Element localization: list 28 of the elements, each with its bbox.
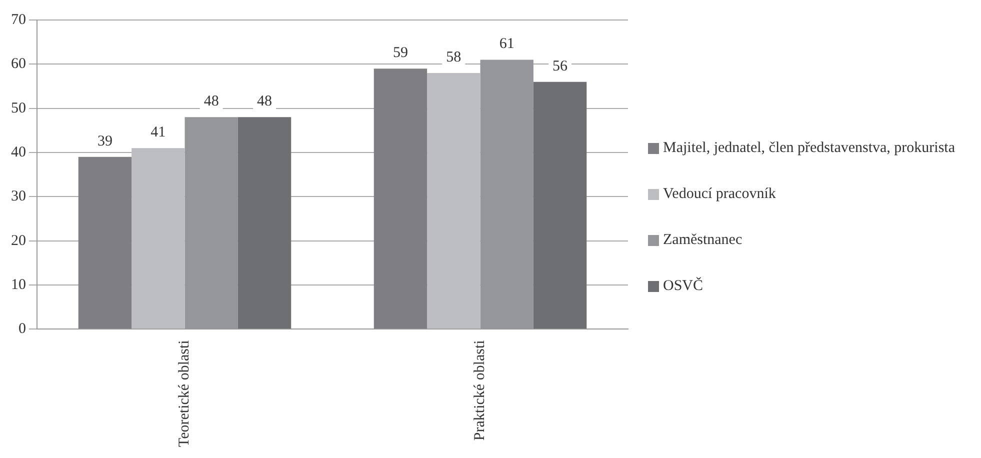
bar <box>533 82 587 329</box>
bar <box>374 68 428 329</box>
x-tick-label: Teoretické oblasti <box>176 340 193 448</box>
y-tick-label: 40 <box>11 144 26 160</box>
y-tick-label: 60 <box>11 56 26 72</box>
bar <box>427 73 480 329</box>
data-label: 48 <box>204 94 219 110</box>
data-label: 58 <box>446 49 462 66</box>
x-tick-label: Praktické oblasti <box>472 340 488 441</box>
legend-label: Majitel, jednatel, člen představenstva, prokurista <box>663 139 955 158</box>
y-tick-label: 70 <box>11 12 26 28</box>
legend-label: Vedoucí pracovník <box>663 185 776 204</box>
bar <box>238 117 292 329</box>
data-label: 59 <box>392 45 408 62</box>
data-label: 48 <box>257 94 272 110</box>
legend-label: OSVČ <box>663 276 704 296</box>
y-tick-label: 10 <box>11 276 26 293</box>
data-label: 39 <box>97 133 112 150</box>
y-tick-label: 20 <box>11 232 26 249</box>
bar <box>78 156 132 329</box>
data-label: 41 <box>150 124 166 141</box>
y-tick-label: 0 <box>18 321 26 338</box>
bar <box>132 148 185 329</box>
legend-label: Zaměstnanec <box>663 231 742 250</box>
y-tick-label: 50 <box>11 100 26 116</box>
data-label: 61 <box>499 36 514 52</box>
data-label: 56 <box>552 58 568 74</box>
y-tick-label: 30 <box>11 188 26 205</box>
